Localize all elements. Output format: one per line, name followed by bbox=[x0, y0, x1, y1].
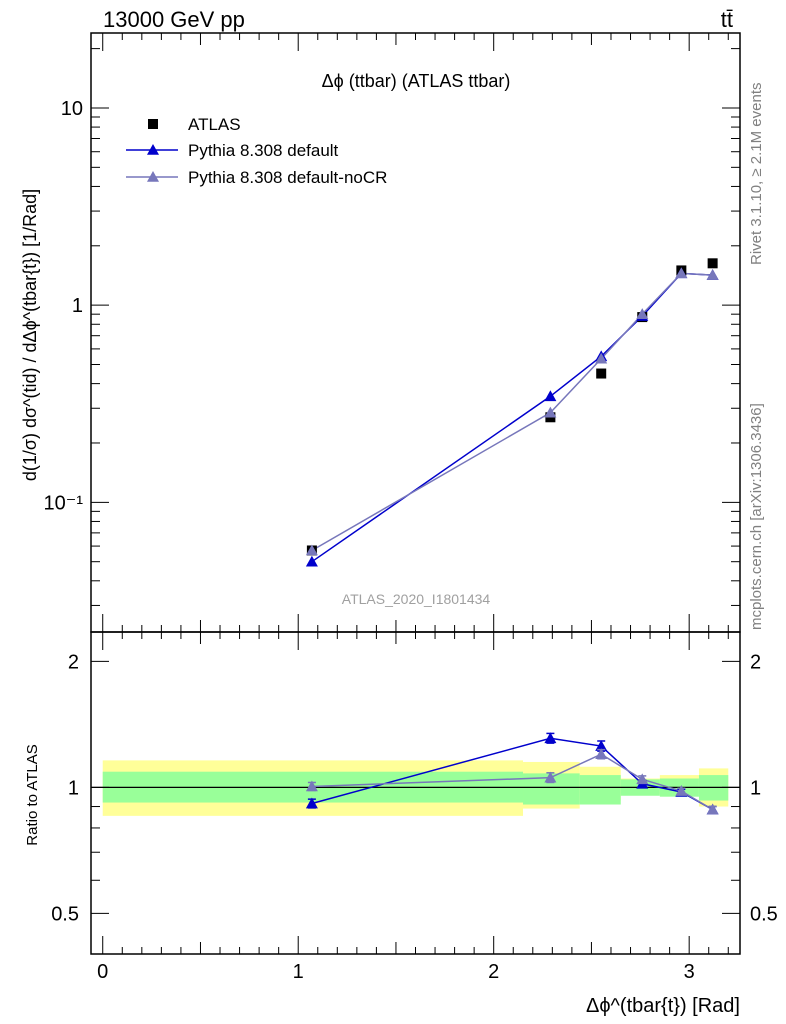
series-line-1 bbox=[311, 272, 713, 563]
ratio-y-tick-label-right: 0.5 bbox=[750, 903, 778, 925]
ratio-point bbox=[305, 780, 318, 792]
x-axis-label: Δϕ^(tbar{t}) [Rad] bbox=[586, 995, 740, 1017]
mcplots-label: mcplots.cern.ch [arXiv:1306.3436] bbox=[748, 403, 765, 630]
main-ylabel: d(1/σ) dσ^(tid) / dΔϕ^(tbar{t}) [1/Rad] bbox=[20, 189, 40, 481]
ratio-y-tick-label: 1 bbox=[68, 777, 79, 799]
main-title: Δϕ (ttbar) (ATLAS ttbar) bbox=[322, 71, 511, 91]
ratio-point bbox=[544, 771, 557, 783]
y-tick-label: 10⁻¹ bbox=[44, 492, 84, 514]
mc-point bbox=[544, 406, 557, 418]
ratio-y-tick-label: 2 bbox=[68, 651, 79, 673]
mc-point bbox=[544, 390, 557, 402]
main-panel: 10⁻¹ 1 10 Δϕ (ttbar) (ATLAS ttbar) ATLAS_2… bbox=[20, 32, 741, 633]
legend: ATLAS Pythia 8.308 default Pythia 8.308 de… bbox=[126, 115, 387, 187]
ratio-y-tick-label-right: 2 bbox=[750, 651, 761, 673]
ratio-line-1 bbox=[311, 753, 714, 811]
y-tick-label: 1 bbox=[72, 295, 83, 317]
ratio-point bbox=[706, 803, 719, 815]
mc-point bbox=[305, 544, 318, 556]
legend-label: Pythia 8.308 default bbox=[188, 141, 339, 160]
data-point bbox=[707, 258, 718, 269]
ratio-point bbox=[544, 732, 557, 744]
ratio-panel: 0.5 0.5 1 1 2 2 0 1 2 3 Ratio to ATLAS Δϕ^(tbar{t… bbox=[24, 631, 778, 1017]
mc-point bbox=[595, 352, 608, 364]
watermark: ATLAS_2020_I1801434 bbox=[342, 591, 491, 607]
series-line-2 bbox=[311, 272, 713, 552]
x-tick-label: 0 bbox=[97, 961, 108, 983]
mc-point bbox=[636, 308, 649, 319]
rivet-label: Rivet 3.1.10, ≥ 2.1M events bbox=[748, 83, 765, 266]
energy-label: 13000 GeV pp bbox=[103, 7, 245, 32]
x-tick-label: 3 bbox=[684, 961, 695, 983]
mc-point bbox=[675, 267, 688, 279]
ratio-point bbox=[595, 748, 608, 760]
mc-point bbox=[706, 269, 719, 280]
y-tick-label: 10 bbox=[61, 98, 83, 120]
uncertainty-band-inner bbox=[579, 775, 621, 805]
legend-marker-atlas bbox=[148, 119, 158, 129]
legend-marker bbox=[147, 171, 159, 182]
legend-label: ATLAS bbox=[188, 115, 241, 134]
process-label: tt̄ bbox=[721, 7, 733, 32]
data-point bbox=[596, 368, 607, 379]
ratio-ylabel: Ratio to ATLAS bbox=[24, 744, 41, 845]
ratio-point bbox=[595, 740, 608, 751]
mc-point bbox=[305, 555, 318, 567]
ratio-point bbox=[675, 785, 688, 796]
legend-label: Pythia 8.308 default-noCR bbox=[188, 168, 387, 187]
ratio-point bbox=[305, 797, 318, 809]
ratio-y-tick-label: 0.5 bbox=[51, 903, 79, 925]
ratio-y-tick-label-right: 1 bbox=[750, 777, 761, 799]
x-tick-label: 2 bbox=[488, 961, 499, 983]
legend-marker bbox=[147, 144, 159, 155]
ratio-point bbox=[636, 773, 649, 785]
ratio-frame bbox=[90, 631, 741, 955]
x-tick-label: 1 bbox=[293, 961, 304, 983]
